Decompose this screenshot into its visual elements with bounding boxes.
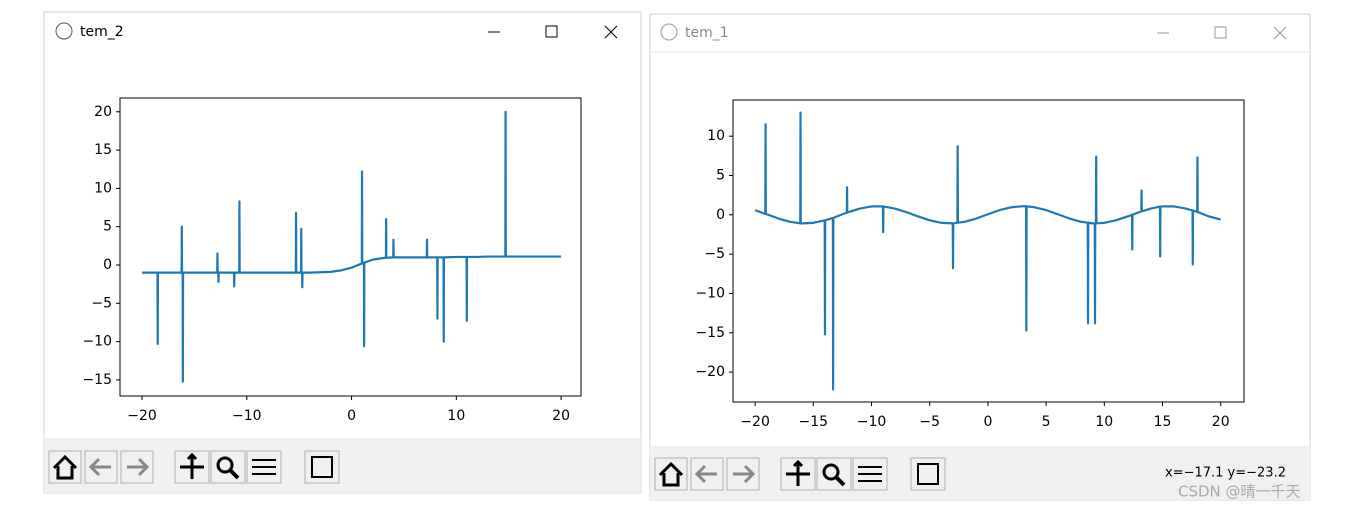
icon [834, 475, 846, 487]
icon [733, 464, 756, 484]
y-tick-label: 0 [103, 257, 112, 273]
x-tick-label: −10 [857, 414, 887, 430]
app-icon [660, 23, 678, 41]
icon [52, 454, 78, 480]
y-tick-label: −20 [695, 364, 725, 380]
data-line [142, 110, 562, 383]
icon [252, 459, 276, 475]
x-tick-label: 20 [1212, 414, 1230, 430]
y-tick-label: −10 [82, 334, 112, 350]
x-tick-label: 0 [347, 408, 356, 424]
x-tick-label: 10 [1095, 414, 1113, 430]
icon [917, 463, 939, 485]
y-tick-label: 10 [707, 128, 725, 144]
y-tick-label: −15 [695, 325, 725, 341]
x-tick-label: 10 [447, 408, 465, 424]
save-button[interactable] [910, 457, 946, 491]
window-title: tem_1 [685, 25, 729, 41]
y-tick-label: 5 [103, 219, 112, 235]
icon [786, 459, 810, 486]
x-tick-label: −10 [232, 408, 262, 424]
icon [228, 468, 240, 480]
x-tick-label: −5 [919, 414, 940, 430]
y-tick-label: 5 [716, 168, 725, 184]
x-tick-label: −20 [740, 414, 770, 430]
icon [822, 463, 840, 481]
toolbar [650, 446, 1310, 500]
x-tick-label: 0 [983, 414, 992, 430]
icon [858, 466, 882, 482]
y-tick-label: −5 [704, 246, 725, 262]
close-button[interactable] [1273, 26, 1287, 40]
x-tick-label: −20 [127, 408, 157, 424]
window-title: tem_2 [80, 24, 124, 40]
data-line [754, 111, 1222, 391]
zoom-button[interactable] [816, 457, 852, 491]
x-tick-label: 5 [1042, 414, 1051, 430]
y-tick-label: 0 [716, 207, 725, 223]
icon [180, 452, 204, 479]
icon [127, 457, 150, 477]
maximize-button[interactable] [1214, 26, 1227, 39]
save-button[interactable] [304, 450, 340, 484]
y-tick-label: −15 [82, 372, 112, 388]
y-tick-label: 10 [94, 180, 112, 196]
plot-area [119, 97, 582, 397]
y-tick-label: −10 [695, 285, 725, 301]
icon [216, 456, 234, 474]
app-icon [55, 22, 73, 40]
icon [311, 456, 333, 478]
x-tick-label: −15 [799, 414, 829, 430]
close-button[interactable] [604, 25, 618, 39]
status-text: x=−17.1 y=−23.2 [1165, 466, 1286, 481]
maximize-button[interactable] [545, 25, 558, 38]
y-tick-label: −5 [91, 295, 112, 311]
zoom-button[interactable] [210, 450, 246, 484]
icon [694, 464, 717, 484]
watermark: CSDN @晴一千天 [1178, 483, 1301, 501]
icon [658, 461, 684, 487]
x-tick-label: 20 [552, 408, 570, 424]
icon [88, 457, 111, 477]
x-tick-label: 15 [1154, 414, 1172, 430]
plot-area [732, 99, 1245, 403]
y-tick-label: 20 [94, 104, 112, 120]
y-tick-label: 15 [94, 142, 112, 158]
